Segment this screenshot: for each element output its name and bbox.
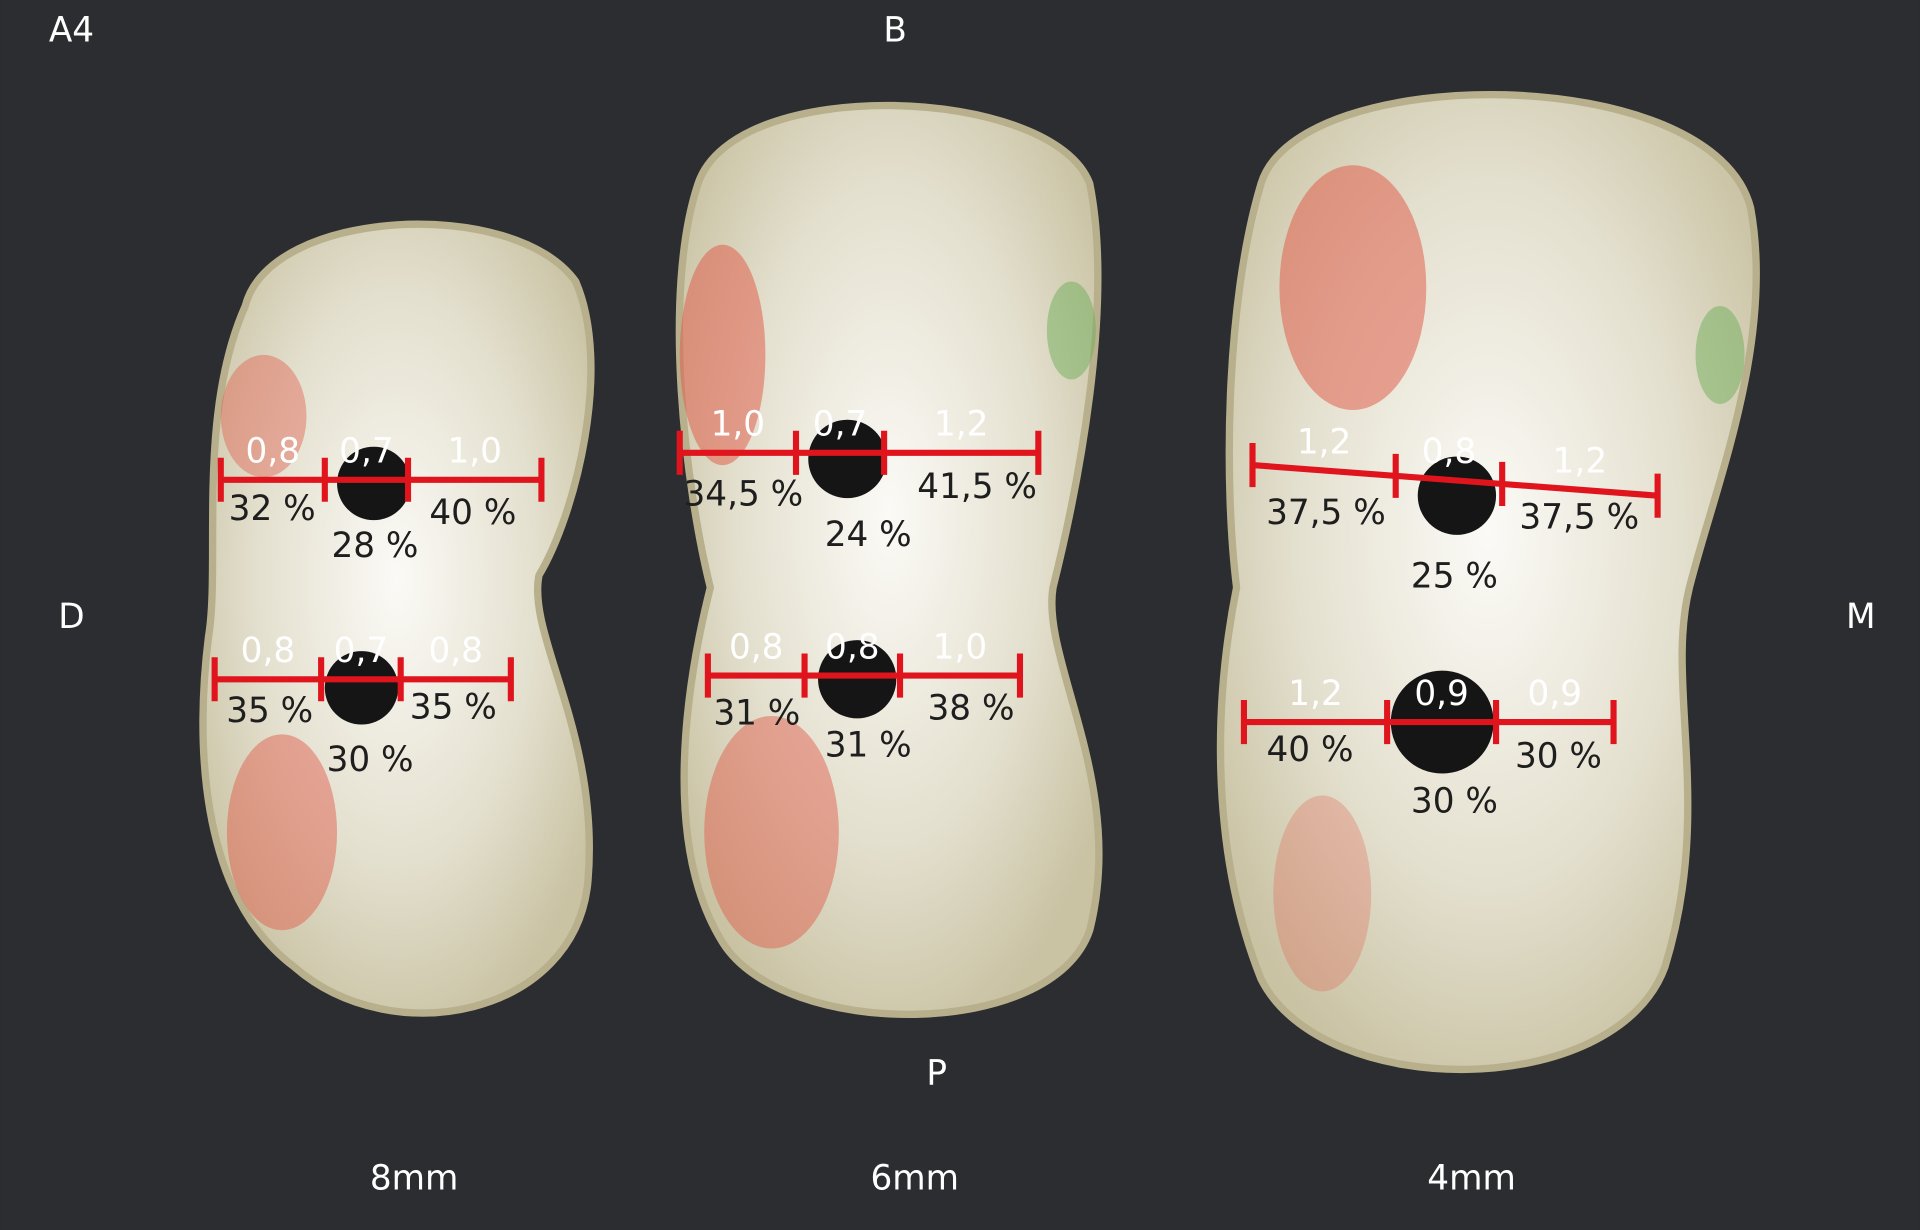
percent-label: 30 % — [1411, 782, 1498, 822]
thickness-label: 0,8 — [241, 631, 295, 671]
specimen-shapes — [199, 90, 1760, 1074]
thickness-label: 0,9 — [1414, 674, 1468, 714]
thickness-label: 0,8 — [246, 432, 300, 472]
corner-label: A4 — [49, 11, 94, 51]
percent-label: 38 % — [928, 689, 1015, 729]
measure-line — [1252, 462, 1658, 499]
percent-label: 31 % — [713, 694, 800, 734]
orientation-label: B — [883, 11, 907, 51]
thickness-label: 1,2 — [1553, 442, 1607, 482]
percent-label: 40 % — [1267, 730, 1354, 770]
percent-label: 35 % — [410, 687, 497, 727]
percent-label: 35 % — [226, 691, 313, 731]
percent-label: 30 % — [327, 740, 414, 780]
specimen-label: 8mm — [370, 1159, 459, 1199]
specimen-label: 6mm — [870, 1159, 959, 1199]
thickness-label: 0,7 — [334, 631, 388, 671]
thickness-label: 0,8 — [1422, 432, 1476, 472]
thickness-label: 1,2 — [934, 405, 988, 445]
percent-label: 24 % — [825, 515, 912, 555]
thickness-label: 0,9 — [1528, 674, 1582, 714]
thickness-label: 1,0 — [447, 432, 501, 472]
percent-label: 31 % — [825, 725, 912, 765]
percent-label: 34,5 % — [684, 474, 804, 514]
thickness-label: 0,7 — [339, 432, 393, 472]
thickness-label: 0,8 — [825, 627, 879, 667]
percent-label: 32 % — [229, 489, 316, 529]
thickness-label: 1,2 — [1297, 422, 1351, 462]
percent-label: 28 % — [331, 526, 418, 566]
orientation-label: P — [926, 1053, 947, 1093]
thickness-label: 1,0 — [933, 627, 987, 667]
orientation-label: D — [58, 597, 84, 637]
thickness-label: 1,0 — [711, 405, 765, 445]
percent-label: 25 % — [1411, 556, 1498, 596]
orientation-label: M — [1846, 597, 1876, 637]
percent-label: 40 % — [429, 493, 516, 533]
percent-label: 41,5 % — [917, 467, 1037, 507]
percent-label: 30 % — [1515, 736, 1602, 776]
thickness-label: 0,8 — [729, 627, 783, 667]
percent-label: 37,5 % — [1519, 498, 1639, 538]
thickness-label: 0,8 — [429, 631, 483, 671]
thickness-label: 0,7 — [813, 405, 867, 445]
specimen-label: 4mm — [1427, 1159, 1516, 1199]
percent-label: 37,5 % — [1266, 493, 1386, 533]
thickness-label: 1,2 — [1288, 674, 1342, 714]
